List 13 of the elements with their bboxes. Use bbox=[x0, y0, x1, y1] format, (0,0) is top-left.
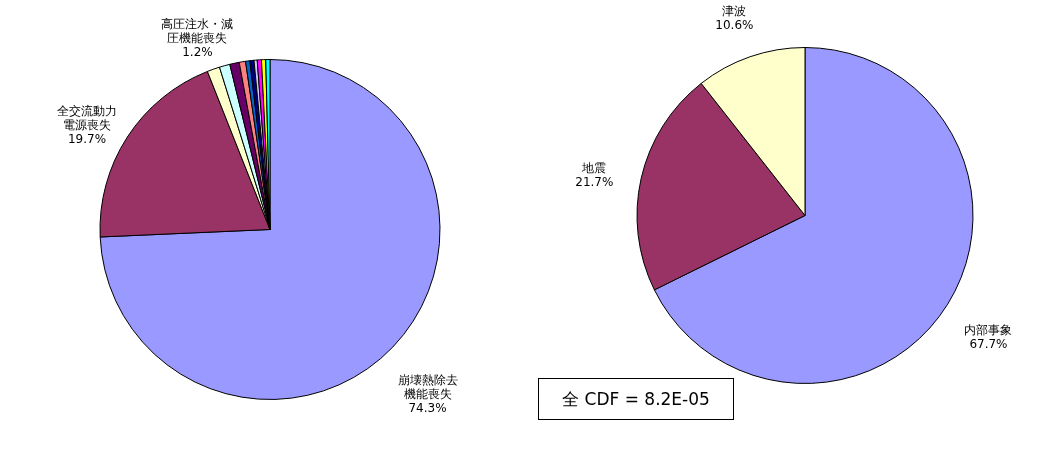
text: 全 CDF = 8.2E-05 bbox=[538, 378, 734, 420]
data-label: 21.7% bbox=[575, 174, 614, 189]
data-label: 19.7% bbox=[67, 131, 107, 146]
data-label: 74.3% bbox=[408, 401, 447, 416]
slice-label: 地震 bbox=[581, 160, 607, 175]
slice-label: 内部事象 bbox=[964, 322, 1013, 337]
slice-label: 全交流動力電源喪失 bbox=[57, 103, 118, 132]
data-label: 1.2% bbox=[182, 44, 213, 59]
data-label: 67.7% bbox=[969, 336, 1008, 351]
slice-label: 津波 bbox=[722, 4, 747, 19]
slice-label: 高圧注水・減圧機能喪失 bbox=[161, 16, 234, 45]
slice-label: 崩壊熱除去機能喪失 bbox=[397, 373, 458, 402]
data-label: 10.6% bbox=[715, 18, 754, 33]
